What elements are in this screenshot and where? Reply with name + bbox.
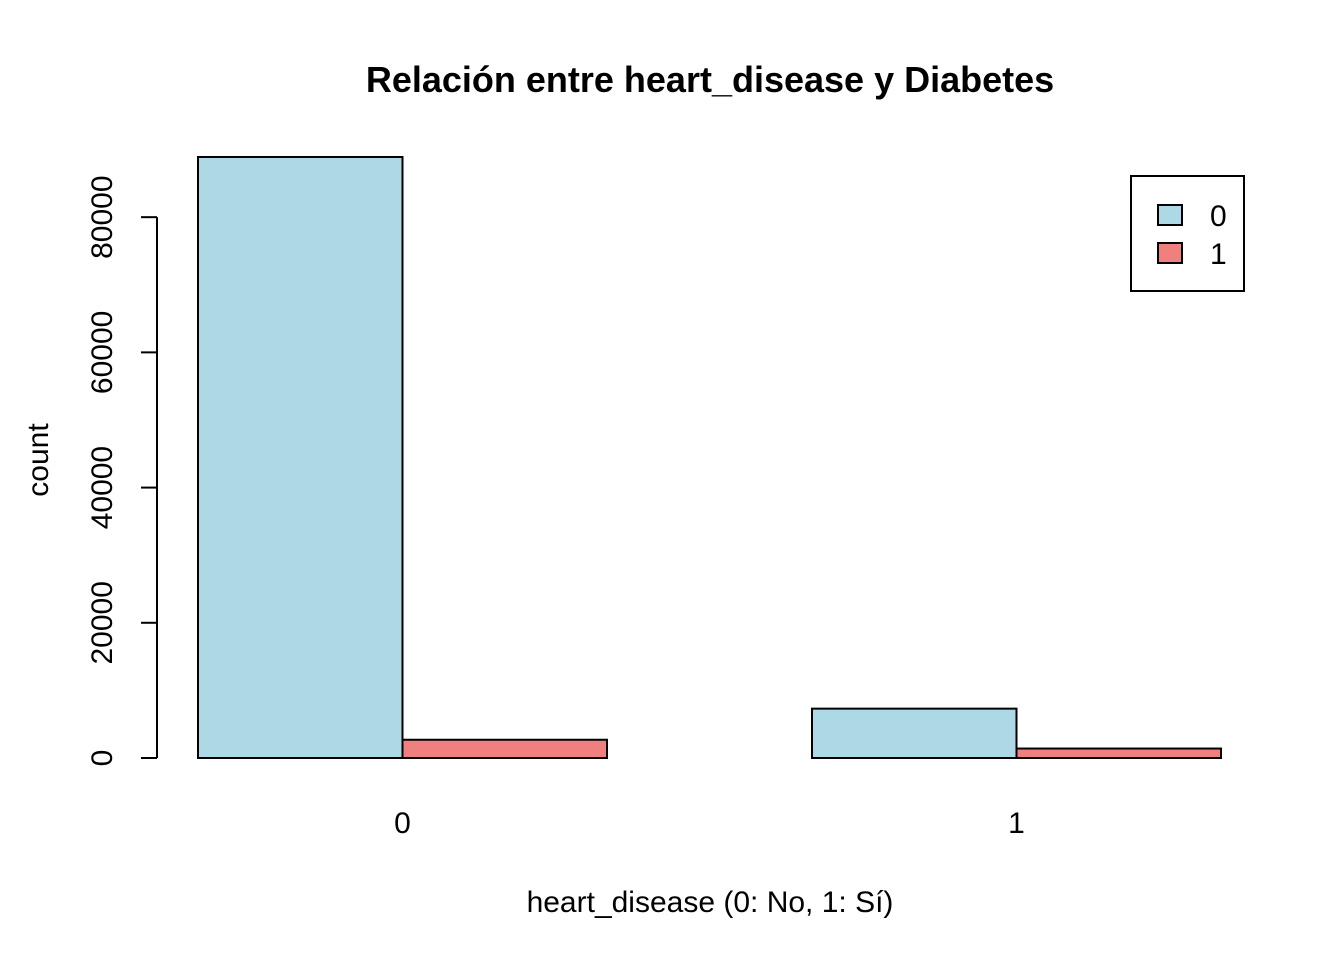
y-tick-label: 20000: [86, 581, 119, 664]
bar-0-series-0: [197, 156, 404, 759]
bars: [197, 156, 1222, 760]
legend-label-1: 1: [1210, 238, 1227, 271]
legend-label-0: 0: [1210, 200, 1227, 233]
legend: 01: [1130, 175, 1245, 292]
y-axis: 0 20000 40000 60000 80000: [86, 175, 158, 767]
x-tick-label: 1: [1008, 807, 1025, 840]
bar-0-series-1: [401, 738, 608, 759]
y-tick-label: 60000: [86, 311, 119, 394]
y-tick-label: 0: [86, 750, 119, 767]
chart-title: Relación entre heart_disease y Diabetes: [366, 59, 1054, 100]
y-tick-label: 80000: [86, 175, 119, 258]
legend-swatch-0: [1157, 204, 1183, 226]
bar-1-series-1: [1015, 747, 1222, 760]
x-axis-label: heart_disease (0: No, 1: Sí): [527, 886, 894, 919]
legend-box: [1130, 175, 1245, 292]
bar-1-series-0: [811, 707, 1018, 760]
y-tick-label: 40000: [86, 446, 119, 529]
x-tick-label: 0: [394, 807, 411, 840]
legend-swatch-1: [1157, 242, 1183, 264]
y-axis-label: count: [22, 423, 55, 497]
